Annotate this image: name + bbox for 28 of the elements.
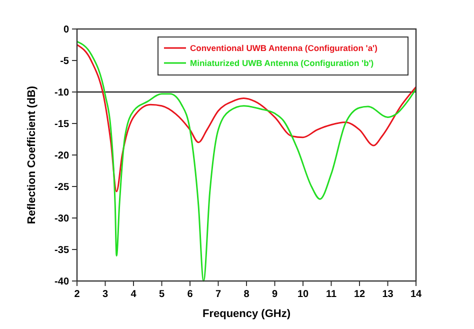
x-tick-label: 10: [297, 289, 309, 300]
x-tick-label: 5: [158, 289, 165, 300]
x-tick-label: 8: [244, 289, 250, 300]
y-axis-title: Reflection Coefficient (dB): [26, 86, 38, 224]
y-tick-label: 0: [63, 24, 70, 36]
x-tick-label: 9: [272, 289, 278, 300]
y-tick-label: -35: [54, 245, 70, 256]
x-tick-label: 13: [382, 289, 394, 300]
y-tick-label: -40: [54, 276, 70, 288]
legend-label: Conventional UWB Antenna (Configuration 'a'): [190, 42, 378, 53]
x-tick-label: 4: [130, 289, 137, 300]
x-tick-label: 6: [187, 289, 194, 300]
x-tick-label: 2: [74, 289, 80, 300]
x-tick-label: 12: [354, 289, 366, 300]
legend-label: Miniaturized UWB Antenna (Configuration 'b'): [190, 58, 374, 68]
y-tick-label: -15: [54, 119, 70, 130]
line-series: [76, 40, 417, 282]
y-tick-label: -30: [54, 214, 70, 224]
y-tick-label: -25: [54, 182, 70, 193]
y-tick-label: -5: [60, 56, 70, 67]
x-tick-label: 7: [215, 289, 222, 300]
x-tick-label: 3: [102, 289, 108, 300]
y-tick-label: -20: [54, 150, 70, 162]
line-series: [76, 44, 417, 192]
y-tick-label: -10: [54, 88, 70, 98]
x-tick-label: 11: [326, 289, 337, 300]
x-tick-label: 14: [410, 289, 422, 300]
x-axis-title: Frequency (GHz): [202, 308, 291, 320]
